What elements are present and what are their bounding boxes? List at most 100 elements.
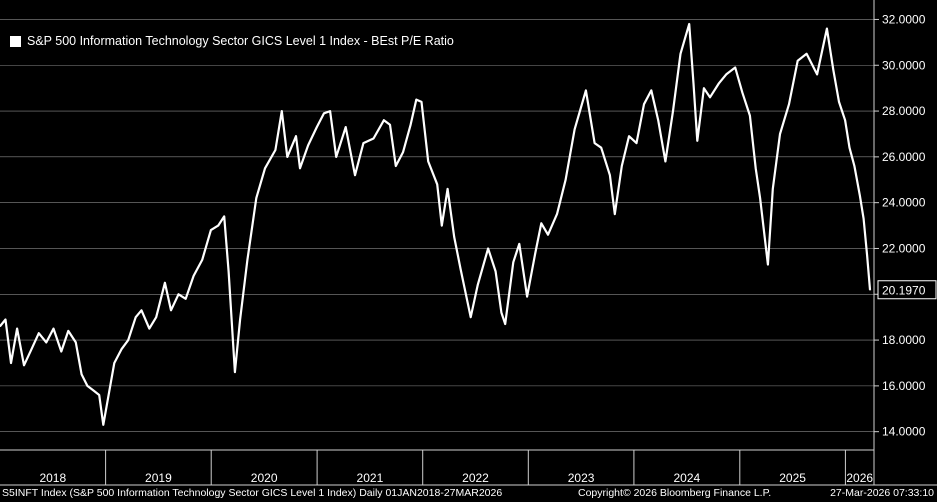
data-point-102 — [725, 73, 727, 76]
data-point-11 — [75, 341, 77, 344]
data-point-114 — [816, 73, 818, 76]
data-point-115 — [826, 27, 828, 30]
data-point-101 — [717, 82, 720, 85]
data-point-5 — [30, 348, 33, 351]
y-tick-label-2: 18.0000 — [882, 333, 926, 347]
last-value-label: 20.1970 — [882, 283, 926, 297]
data-point-22 — [140, 309, 143, 312]
x-tick-label-1: 2019 — [145, 471, 172, 485]
data-point-62 — [436, 183, 439, 186]
data-point-111 — [788, 103, 790, 105]
data-point-95 — [679, 53, 682, 55]
data-point-77 — [540, 222, 543, 225]
data-point-92 — [657, 119, 659, 121]
data-point-75 — [526, 295, 528, 298]
data-point-67 — [469, 316, 472, 319]
data-point-74 — [518, 243, 521, 245]
last-value-box — [877, 280, 937, 300]
data-point-52 — [362, 142, 365, 144]
data-point-48 — [329, 110, 331, 112]
x-tick-label-0: 2018 — [39, 471, 66, 485]
data-point-21 — [134, 316, 137, 319]
data-point-82 — [585, 89, 587, 92]
y-axis: 14.000016.000018.000020.000022.000024.00… — [873, 0, 926, 485]
data-point-81 — [573, 128, 576, 131]
y-tick-label-4: 22.0000 — [882, 241, 926, 255]
data-point-19 — [120, 348, 123, 351]
data-point-35 — [234, 371, 236, 373]
data-point-61 — [427, 160, 430, 163]
data-point-112 — [796, 59, 799, 62]
data-point-10 — [67, 330, 70, 332]
data-point-86 — [614, 213, 616, 215]
legend-swatch — [10, 35, 21, 47]
y-tick-label-6: 26.0000 — [882, 150, 926, 164]
data-point-36 — [239, 318, 241, 321]
data-point-59 — [415, 98, 418, 101]
data-point-94 — [672, 110, 674, 112]
footer-timestamp: 27-Mar-2026 07:33:10 — [830, 487, 934, 499]
data-point-50 — [344, 126, 347, 128]
data-point-73 — [512, 261, 515, 264]
data-point-96 — [688, 23, 690, 25]
x-tick-label-8: 2026 — [846, 471, 873, 485]
data-point-119 — [848, 146, 851, 149]
data-point-103 — [734, 66, 736, 69]
data-point-23 — [148, 327, 151, 330]
x-tick-label-2: 2020 — [251, 471, 278, 485]
data-point-105 — [749, 114, 751, 117]
data-point-49 — [335, 156, 338, 158]
data-point-60 — [420, 101, 423, 103]
data-point-66 — [459, 268, 462, 270]
x-tick-label-7: 2025 — [779, 471, 806, 485]
data-point-28 — [184, 298, 187, 300]
data-point-90 — [643, 103, 645, 105]
data-point-39 — [264, 167, 266, 170]
y-tick-label-5: 24.0000 — [882, 196, 926, 210]
data-point-104 — [741, 91, 744, 94]
data-point-79 — [556, 213, 558, 215]
data-point-26 — [170, 309, 172, 312]
data-point-32 — [217, 224, 219, 227]
data-point-3 — [16, 327, 18, 330]
data-point-45 — [307, 144, 309, 147]
gridlines — [0, 19, 874, 432]
data-point-55 — [389, 124, 391, 126]
data-point-40 — [274, 149, 277, 151]
data-point-57 — [402, 151, 404, 154]
data-point-27 — [177, 293, 180, 296]
data-point-65 — [453, 236, 456, 238]
data-point-87 — [621, 165, 623, 167]
data-point-84 — [600, 146, 602, 149]
data-point-89 — [635, 142, 638, 144]
data-point-85 — [609, 174, 611, 176]
data-point-63 — [441, 224, 443, 227]
x-tick-label-3: 2021 — [357, 471, 384, 485]
legend: S&P 500 Information Technology Sector GI… — [8, 30, 460, 52]
data-point-1 — [4, 318, 7, 321]
y-tick-label-7: 28.0000 — [882, 104, 926, 118]
data-point-93 — [664, 160, 667, 163]
data-point-13 — [86, 385, 89, 387]
data-point-25 — [164, 282, 166, 284]
data-point-118 — [844, 119, 846, 121]
x-tick-label-6: 2024 — [674, 471, 701, 485]
data-point-107 — [759, 197, 761, 199]
data-point-46 — [316, 126, 318, 128]
data-point-31 — [210, 229, 212, 231]
data-point-41 — [281, 110, 283, 112]
data-point-4 — [23, 364, 25, 367]
data-point-116 — [832, 69, 835, 71]
data-point-34 — [227, 270, 230, 273]
footer-copyright: Copyright© 2026 Bloomberg Finance L.P. — [578, 487, 772, 499]
data-point-12 — [80, 373, 83, 376]
data-point-124 — [869, 289, 871, 291]
data-point-106 — [754, 167, 757, 170]
data-point-91 — [650, 89, 653, 92]
data-point-47 — [323, 112, 325, 115]
data-point-7 — [45, 341, 48, 344]
data-point-43 — [295, 135, 297, 137]
data-point-30 — [201, 259, 203, 261]
data-point-98 — [696, 140, 699, 142]
